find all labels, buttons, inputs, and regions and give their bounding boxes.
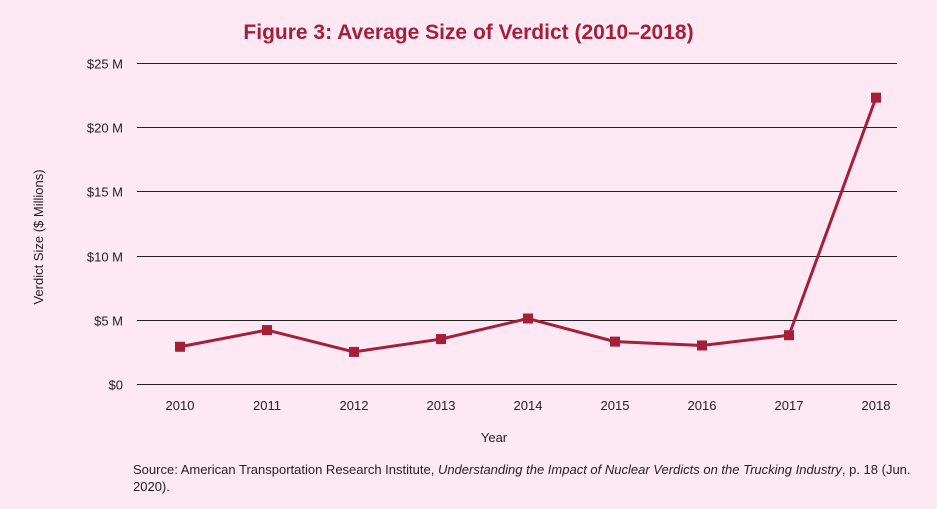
data-point: [697, 340, 707, 351]
y-tick-label: $20 M: [87, 121, 123, 136]
x-tick-label: 2010: [166, 398, 195, 413]
source-note: Source: American Transportation Research…: [133, 461, 913, 495]
data-point: [349, 346, 359, 357]
x-tick-label: 2013: [427, 398, 456, 413]
x-tick-label: 2016: [688, 398, 717, 413]
y-tick-label: $25 M: [87, 57, 123, 72]
x-tick-labels: 2010 2011 2012 2013 2014 2015 2016 2017 2018: [166, 398, 891, 413]
y-tick-label: $15 M: [87, 185, 123, 200]
y-tick-label: $0: [109, 378, 123, 393]
y-tick-labels: $0 $5 M $10 M $15 M $20 M $25 M: [87, 57, 123, 393]
y-axis-label: Verdict Size ($ Millions): [31, 169, 46, 304]
x-tick-label: 2014: [514, 398, 543, 413]
source-title: Understanding the Impact of Nuclear Verd…: [437, 462, 842, 477]
data-point: [175, 341, 185, 352]
data-point: [262, 325, 272, 336]
y-tick-label: $5 M: [94, 314, 123, 329]
x-tick-label: 2015: [601, 398, 630, 413]
x-tick-label: 2017: [775, 398, 804, 413]
y-tick-label: $10 M: [87, 250, 123, 265]
data-point: [523, 313, 533, 324]
data-point: [784, 330, 794, 341]
x-tick-label: 2012: [340, 398, 369, 413]
data-point: [610, 336, 620, 347]
data-point: [436, 334, 446, 345]
series-group: [175, 92, 881, 357]
source-suffix: , p. 18 (Jun. 2020).: [133, 462, 911, 494]
data-point: [871, 92, 881, 103]
x-tick-label: 2018: [862, 398, 891, 413]
chart-title: Figure 3: Average Size of Verdict (2010–…: [243, 21, 694, 44]
x-tick-label: 2011: [253, 398, 281, 413]
source-prefix: Source: American Transportation Research…: [133, 462, 438, 477]
x-axis-label: Year: [481, 430, 508, 445]
